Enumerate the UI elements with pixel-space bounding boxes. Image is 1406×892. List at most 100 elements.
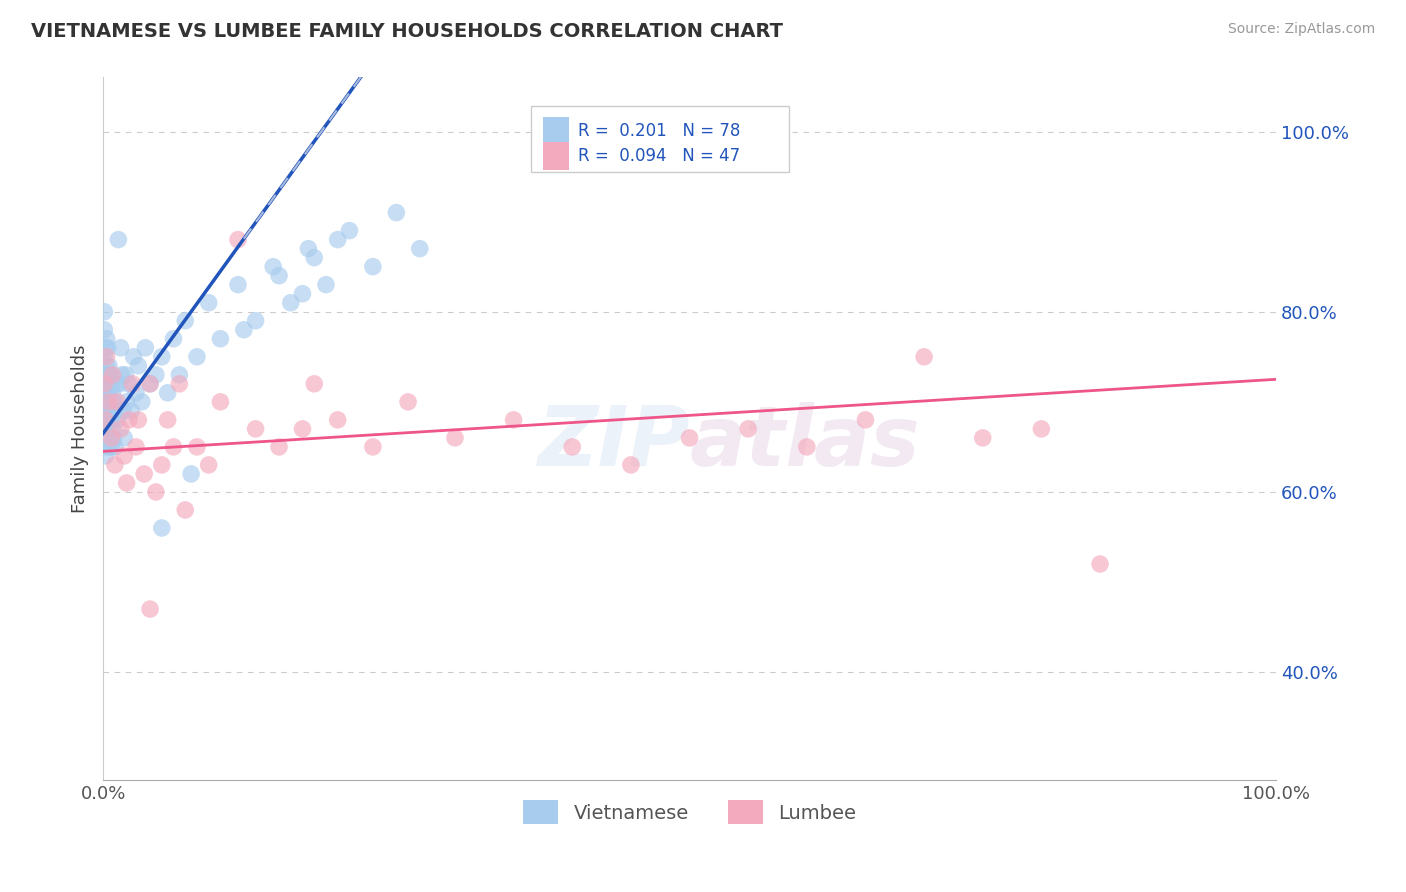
Point xyxy=(150,458,173,472)
Point xyxy=(912,350,935,364)
Point xyxy=(162,440,184,454)
Point xyxy=(226,277,249,292)
Point xyxy=(107,233,129,247)
Point xyxy=(326,233,349,247)
Point xyxy=(145,368,167,382)
Point xyxy=(94,394,117,409)
Point xyxy=(561,440,583,454)
Point xyxy=(186,440,208,454)
Point xyxy=(297,242,319,256)
Point xyxy=(134,467,156,481)
Point xyxy=(267,440,290,454)
Point xyxy=(267,268,290,283)
Point xyxy=(396,394,419,409)
Point xyxy=(139,376,162,391)
Point xyxy=(98,431,121,445)
Point xyxy=(98,404,121,418)
Point xyxy=(737,422,759,436)
Point xyxy=(245,422,267,436)
Point xyxy=(796,440,818,454)
Point xyxy=(315,277,337,292)
Point xyxy=(291,286,314,301)
Point xyxy=(93,376,115,391)
Point xyxy=(120,404,142,418)
Text: Source: ZipAtlas.com: Source: ZipAtlas.com xyxy=(1227,22,1375,37)
Point xyxy=(98,440,121,454)
Point xyxy=(112,404,135,418)
Point xyxy=(131,394,153,409)
Text: R =  0.201   N = 78: R = 0.201 N = 78 xyxy=(578,122,741,140)
Point xyxy=(94,422,117,436)
Point xyxy=(139,602,162,616)
Point xyxy=(98,368,121,382)
Point xyxy=(96,332,118,346)
Point xyxy=(112,449,135,463)
Point xyxy=(96,413,118,427)
Point xyxy=(118,413,141,427)
Point xyxy=(100,413,122,427)
Point xyxy=(105,413,128,427)
Point xyxy=(125,440,148,454)
Point xyxy=(245,314,267,328)
Point xyxy=(93,413,115,427)
Point xyxy=(121,376,143,391)
Point xyxy=(232,323,254,337)
Point xyxy=(385,205,408,219)
Point xyxy=(100,376,122,391)
Point xyxy=(115,394,138,409)
Point xyxy=(339,224,361,238)
Point xyxy=(139,376,162,391)
Point xyxy=(94,449,117,463)
Point xyxy=(620,458,643,472)
Point xyxy=(361,260,384,274)
Text: VIETNAMESE VS LUMBEE FAMILY HOUSEHOLDS CORRELATION CHART: VIETNAMESE VS LUMBEE FAMILY HOUSEHOLDS C… xyxy=(31,22,783,41)
FancyBboxPatch shape xyxy=(543,142,569,169)
Point xyxy=(93,440,115,454)
Point xyxy=(972,431,994,445)
Text: ZIP: ZIP xyxy=(537,402,689,483)
Point xyxy=(94,413,117,427)
Point xyxy=(134,341,156,355)
Point xyxy=(98,359,121,373)
Point xyxy=(361,440,384,454)
Point xyxy=(174,314,197,328)
Point xyxy=(94,341,117,355)
Legend: Vietnamese, Lumbee: Vietnamese, Lumbee xyxy=(513,790,866,834)
Point xyxy=(125,385,148,400)
Point xyxy=(96,359,118,373)
Point xyxy=(100,431,122,445)
Point xyxy=(280,295,302,310)
Point xyxy=(186,350,208,364)
Point xyxy=(93,304,115,318)
Point xyxy=(326,413,349,427)
Point xyxy=(93,323,115,337)
Point xyxy=(101,422,124,436)
Point xyxy=(97,368,120,382)
Point xyxy=(127,413,149,427)
Point xyxy=(111,368,134,382)
Point xyxy=(502,413,524,427)
Point xyxy=(262,260,284,274)
Point xyxy=(96,385,118,400)
Point xyxy=(678,431,700,445)
Point xyxy=(105,394,128,409)
Point xyxy=(302,376,325,391)
Point xyxy=(209,332,232,346)
Point xyxy=(302,251,325,265)
Point xyxy=(169,376,191,391)
Point xyxy=(112,431,135,445)
Point xyxy=(1031,422,1053,436)
Point xyxy=(110,422,132,436)
Point xyxy=(97,341,120,355)
Point xyxy=(105,376,128,391)
Point xyxy=(97,404,120,418)
FancyBboxPatch shape xyxy=(531,105,789,172)
Point xyxy=(94,368,117,382)
Point xyxy=(104,458,127,472)
Point xyxy=(197,458,219,472)
Point xyxy=(103,431,125,445)
Point xyxy=(156,413,179,427)
Point xyxy=(1088,557,1111,571)
Point xyxy=(409,242,432,256)
Point xyxy=(150,350,173,364)
